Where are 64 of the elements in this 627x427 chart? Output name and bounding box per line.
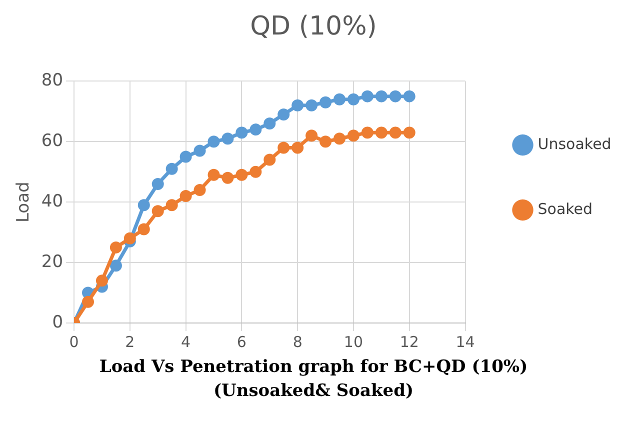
- point: [403, 90, 416, 102]
- point: [166, 199, 178, 212]
- legend-label: Soaked: [538, 200, 593, 218]
- x-tick-label: 12: [400, 332, 419, 351]
- point: [180, 150, 192, 163]
- x-tick-label: 14: [456, 332, 475, 351]
- point: [278, 108, 290, 120]
- point: [347, 130, 360, 142]
- point: [306, 99, 318, 112]
- text: (Unsoaked& Soaked): [212, 380, 415, 403]
- point: [222, 172, 234, 184]
- point: [347, 93, 360, 106]
- point: [361, 90, 374, 102]
- y-tick-label: 80: [41, 70, 64, 91]
- legend-label: Unsoaked: [538, 134, 612, 153]
- point: [138, 223, 150, 236]
- point: [278, 142, 290, 154]
- point: [250, 166, 262, 178]
- point: [250, 124, 262, 136]
- point: [334, 93, 346, 106]
- point: [166, 162, 178, 175]
- y-axis-title: Load: [14, 182, 34, 222]
- point: [292, 142, 304, 154]
- chart-title: QD (10%): [250, 11, 377, 42]
- point: [82, 296, 94, 308]
- point: [208, 136, 220, 148]
- point: [152, 205, 164, 218]
- point: [138, 199, 150, 212]
- point: [194, 184, 206, 196]
- y-tick-label: 40: [41, 192, 64, 212]
- point: [194, 144, 206, 157]
- y-tick-label: 0: [52, 312, 64, 332]
- point: [306, 130, 318, 142]
- point: [222, 132, 234, 145]
- point: [236, 168, 248, 181]
- x-tick-label: 0: [69, 332, 79, 351]
- point: [208, 168, 220, 181]
- point: [152, 178, 164, 190]
- point: [375, 90, 388, 102]
- x-tick-label: 8: [292, 332, 302, 351]
- point: [334, 132, 346, 145]
- point: [264, 118, 276, 130]
- point: [403, 126, 416, 139]
- x-tick-label: 2: [125, 332, 135, 351]
- point: [264, 154, 276, 166]
- point: [110, 241, 122, 254]
- point: [124, 232, 136, 244]
- point: [375, 126, 388, 139]
- x-tick-label: 10: [344, 332, 364, 351]
- point: [96, 274, 108, 287]
- point: [361, 126, 374, 139]
- point: [389, 90, 402, 102]
- y-tick-label: 20: [41, 252, 64, 272]
- x-tick-label: 4: [181, 332, 191, 351]
- point: [389, 126, 402, 139]
- point: [320, 96, 332, 108]
- point: [236, 126, 248, 139]
- text: Load Vs Penetration graph for BC+QD (10%): [98, 356, 529, 379]
- point: [110, 260, 122, 272]
- y-tick-label: 60: [41, 131, 64, 152]
- x-tick-label: 6: [236, 332, 246, 351]
- point: [292, 99, 304, 112]
- point: [320, 136, 332, 148]
- point: [180, 190, 192, 202]
